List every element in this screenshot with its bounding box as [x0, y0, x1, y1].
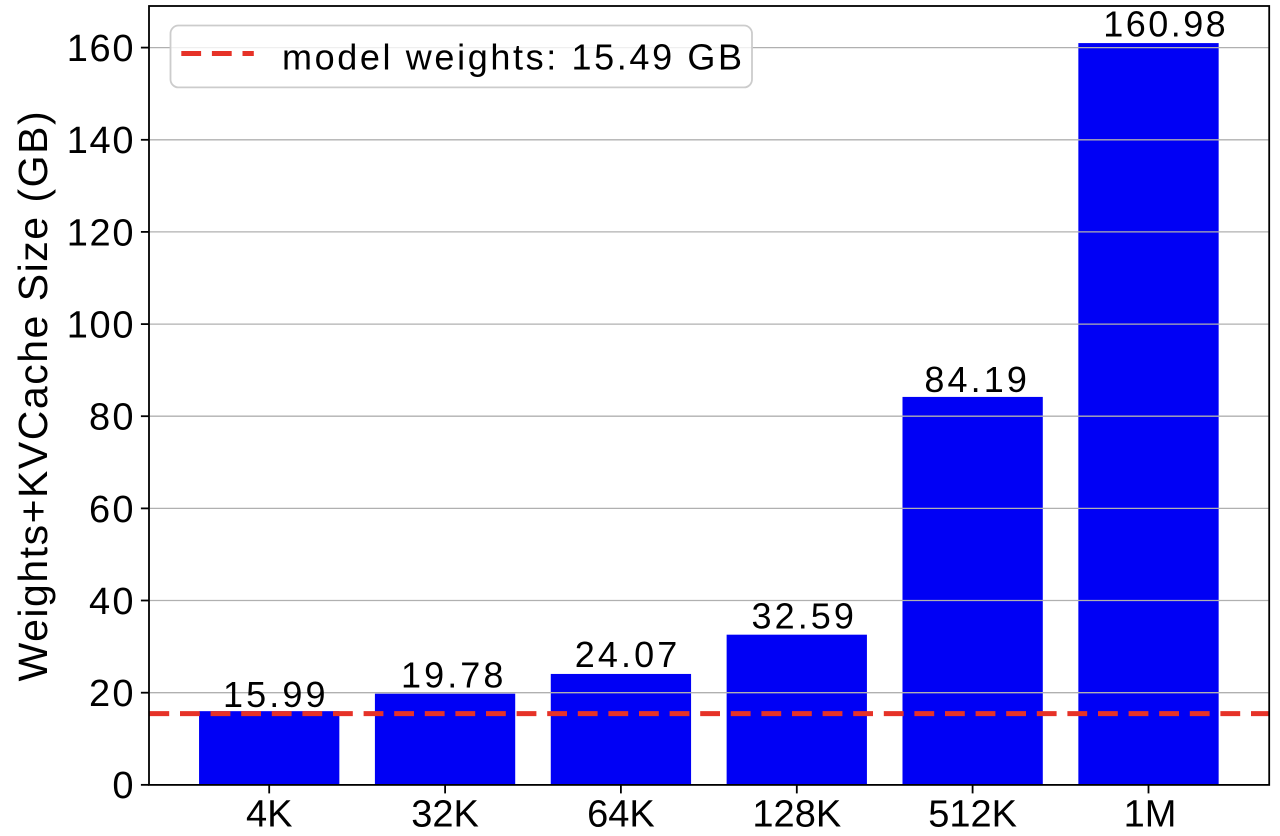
svg-text:4K: 4K	[246, 794, 292, 836]
svg-text:84.19: 84.19	[924, 359, 1027, 400]
svg-text:160: 160	[67, 28, 134, 70]
svg-text:512K: 512K	[928, 794, 1017, 836]
svg-text:32K: 32K	[411, 794, 479, 836]
svg-text:0: 0	[112, 765, 133, 807]
svg-text:140: 140	[67, 120, 134, 162]
svg-text:32.59: 32.59	[751, 596, 854, 637]
svg-text:1M: 1M	[1124, 794, 1177, 836]
svg-text:100: 100	[67, 305, 134, 347]
svg-text:128K: 128K	[752, 794, 841, 836]
svg-text:24.07: 24.07	[575, 634, 678, 675]
svg-text:120: 120	[67, 212, 134, 254]
svg-text:160.98: 160.98	[1103, 4, 1225, 45]
svg-text:19.78: 19.78	[401, 655, 504, 696]
svg-text:64K: 64K	[587, 794, 655, 836]
svg-text:Weights+KVCache Size (GB): Weights+KVCache Size (GB)	[10, 111, 56, 681]
svg-text:15.99: 15.99	[223, 674, 326, 715]
